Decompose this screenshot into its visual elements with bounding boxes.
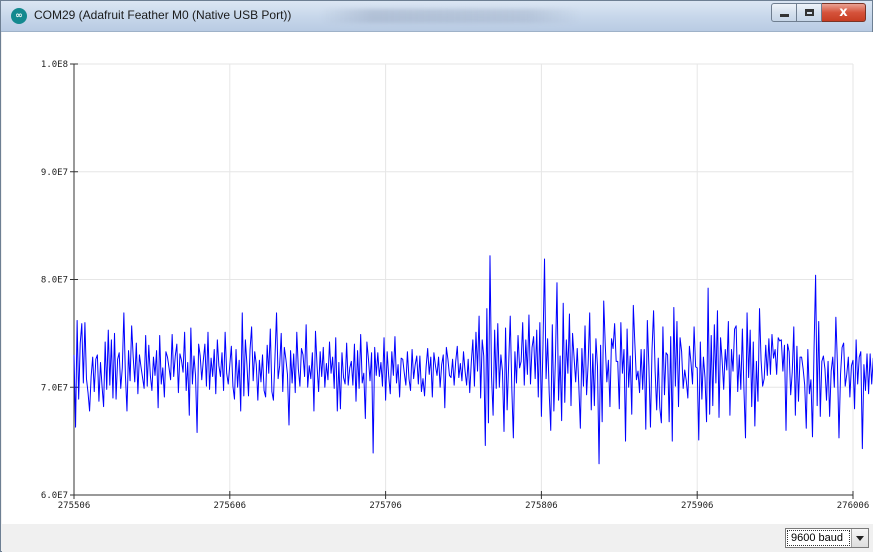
grid-lines: [73, 63, 854, 496]
y-tick-label: 1.0E8: [41, 60, 68, 70]
x-tick-label: 275506: [58, 501, 91, 511]
baud-rate-value: 9600 baud: [787, 530, 850, 546]
y-axis-ticks: 6.0E7 7.0E7 8.0E7 9.0E7 1.0E8: [41, 60, 78, 501]
close-icon: x: [839, 5, 848, 20]
y-tick-label: 8.0E7: [41, 276, 68, 286]
x-tick-label: 275606: [214, 501, 247, 511]
x-tick-label: 275806: [525, 501, 558, 511]
series-group: [73, 255, 873, 465]
maximize-button[interactable]: [797, 3, 822, 22]
x-tick-label: 276006: [837, 501, 870, 511]
minimize-button[interactable]: [771, 3, 797, 22]
maximize-icon: [804, 9, 814, 16]
x-tick-label: 275706: [369, 501, 402, 511]
plot-area: 6.0E7 7.0E7 8.0E7 9.0E7 1.0E8 275506 275606 27…: [2, 32, 873, 524]
y-tick-label: 6.0E7: [41, 491, 68, 501]
title-bar[interactable]: ∞ COM29 (Adafruit Feather M0 (Native USB…: [1, 1, 872, 32]
window-controls: x: [771, 3, 866, 23]
close-button[interactable]: x: [822, 3, 866, 22]
window-title: COM29 (Adafruit Feather M0 (Native USB P…: [34, 8, 292, 22]
y-tick-label: 7.0E7: [41, 383, 68, 393]
blurred-menu-bar: [321, 9, 581, 23]
y-tick-label: 9.0E7: [41, 168, 68, 178]
minimize-icon: [779, 14, 789, 17]
arduino-icon: ∞: [11, 8, 27, 24]
baud-dropdown-button[interactable]: [851, 529, 868, 547]
series-line: [73, 255, 873, 465]
footer-bar: 9600 baud: [2, 524, 873, 552]
chevron-down-icon: [856, 535, 864, 541]
baud-rate-select[interactable]: 9600 baud: [785, 528, 869, 548]
x-tick-label: 275906: [681, 501, 714, 511]
x-axis-ticks: 275506 275606 275706 275806 275906 276006: [58, 491, 870, 511]
